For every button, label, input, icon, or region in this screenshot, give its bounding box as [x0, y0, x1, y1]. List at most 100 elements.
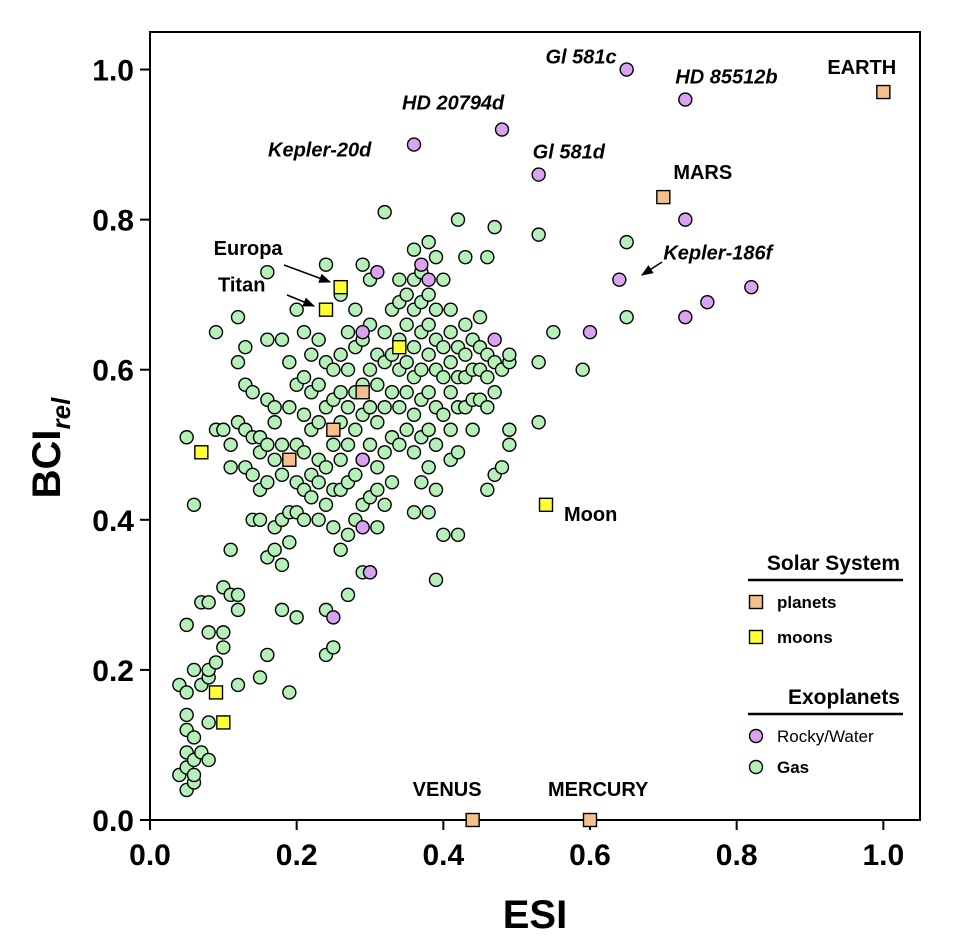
- gas-point: [406, 340, 422, 355]
- gas-point: [304, 347, 319, 362]
- annotation-label: HD 85512b: [675, 67, 777, 89]
- gas-point: [348, 302, 363, 317]
- legend-label-planets: planets: [777, 593, 837, 612]
- moons-point: [194, 445, 209, 460]
- gas-point: [421, 422, 436, 437]
- gas-point: [480, 482, 495, 497]
- gas-point: [340, 362, 356, 377]
- legend-label-gas: Gas: [777, 758, 809, 777]
- gas-point: [414, 475, 429, 490]
- gas-point: [472, 309, 488, 325]
- gas-point: [282, 355, 297, 370]
- x-tick-label: 0.2: [276, 839, 318, 872]
- gas-point: [428, 302, 444, 317]
- gas-point: [370, 377, 385, 392]
- gas-point: [399, 317, 414, 332]
- gas-point: [370, 482, 385, 497]
- gas-point: [377, 445, 392, 460]
- legend-label-moons: moons: [777, 628, 833, 647]
- gas-point: [230, 587, 246, 603]
- gas-point: [465, 422, 480, 437]
- gas-point: [223, 437, 238, 452]
- gas-point: [502, 422, 517, 437]
- gas-point: [377, 400, 392, 415]
- planets-point: [876, 84, 891, 100]
- gas-point: [282, 400, 297, 415]
- annotation-label: Gl 581c: [545, 47, 616, 69]
- gas-point: [436, 370, 451, 385]
- gas-point: [333, 347, 348, 362]
- gas-point: [436, 340, 451, 355]
- gas-point: [392, 272, 407, 287]
- gas-point: [201, 715, 216, 730]
- rocky-point: [612, 272, 627, 287]
- gas-point: [296, 445, 312, 460]
- gas-point: [370, 520, 385, 535]
- gas-point: [414, 362, 429, 377]
- gas-point: [494, 460, 510, 475]
- europa-arrow: [283, 264, 332, 283]
- planets-point: [656, 189, 671, 205]
- gas-point: [340, 587, 356, 603]
- gas-point: [399, 385, 414, 400]
- gas-point: [296, 407, 312, 422]
- x-tick-label: 0.8: [716, 839, 758, 872]
- moons-point: [318, 302, 334, 317]
- gas-point: [406, 445, 422, 460]
- planets-point: [326, 422, 341, 437]
- gas-point: [428, 482, 444, 497]
- rocky-point: [406, 137, 422, 152]
- gas-point: [546, 324, 561, 340]
- annotation-label: HD 20794d: [402, 93, 505, 115]
- gas-point: [406, 407, 422, 422]
- legend-heading: Solar System: [767, 552, 900, 575]
- gas-point: [502, 437, 517, 452]
- gas-point: [421, 287, 436, 302]
- gas-point: [436, 272, 451, 287]
- gas-point: [296, 370, 312, 385]
- annotation-label: MERCURY: [548, 779, 649, 801]
- y-axis-title-sub: rel: [46, 397, 76, 430]
- gas-point: [531, 227, 546, 242]
- annotation-label: Europa: [214, 238, 284, 260]
- x-tick-label: 0.6: [569, 839, 611, 872]
- rocky-point: [582, 324, 598, 340]
- gas-point: [326, 520, 341, 535]
- gas-point: [252, 670, 268, 685]
- gas-point: [362, 400, 378, 415]
- y-tick-label: 0.0: [92, 805, 134, 838]
- legend-swatch-planets: [748, 594, 764, 610]
- gas-point: [458, 317, 473, 332]
- legend-swatch-gas: [748, 759, 764, 775]
- gas-point: [392, 400, 407, 415]
- rocky-point: [355, 520, 370, 535]
- gas-point: [230, 677, 246, 693]
- gas-point: [311, 415, 326, 430]
- gas-point: [267, 400, 282, 415]
- annotation-label: Titan: [218, 275, 265, 297]
- annotation-label: Gl 581d: [533, 142, 606, 164]
- axes: 0.0 0.2 0.4 0.6 0.8 1.0 0.0 0.2 0.4 0.6 0.8 1.0: [92, 31, 921, 872]
- gas-point: [370, 415, 385, 430]
- gas-point: [531, 415, 546, 430]
- gas-point: [428, 437, 444, 452]
- gas-point: [296, 324, 312, 340]
- y-axis-title-main: BCI: [25, 429, 69, 498]
- gas-point: [619, 309, 634, 325]
- moons-point: [208, 685, 224, 700]
- gas-point: [421, 385, 436, 400]
- gas-point: [311, 332, 326, 347]
- gas-point: [340, 324, 356, 340]
- gas-point: [216, 640, 231, 655]
- gas-point: [377, 497, 392, 512]
- gas-point: [384, 385, 400, 400]
- gas-point: [421, 505, 436, 520]
- gas-point: [443, 422, 458, 437]
- gas-point: [274, 557, 290, 573]
- rocky-point: [487, 332, 502, 347]
- gas-point: [480, 370, 495, 385]
- planets-point: [582, 812, 598, 828]
- gas-point: [348, 467, 363, 482]
